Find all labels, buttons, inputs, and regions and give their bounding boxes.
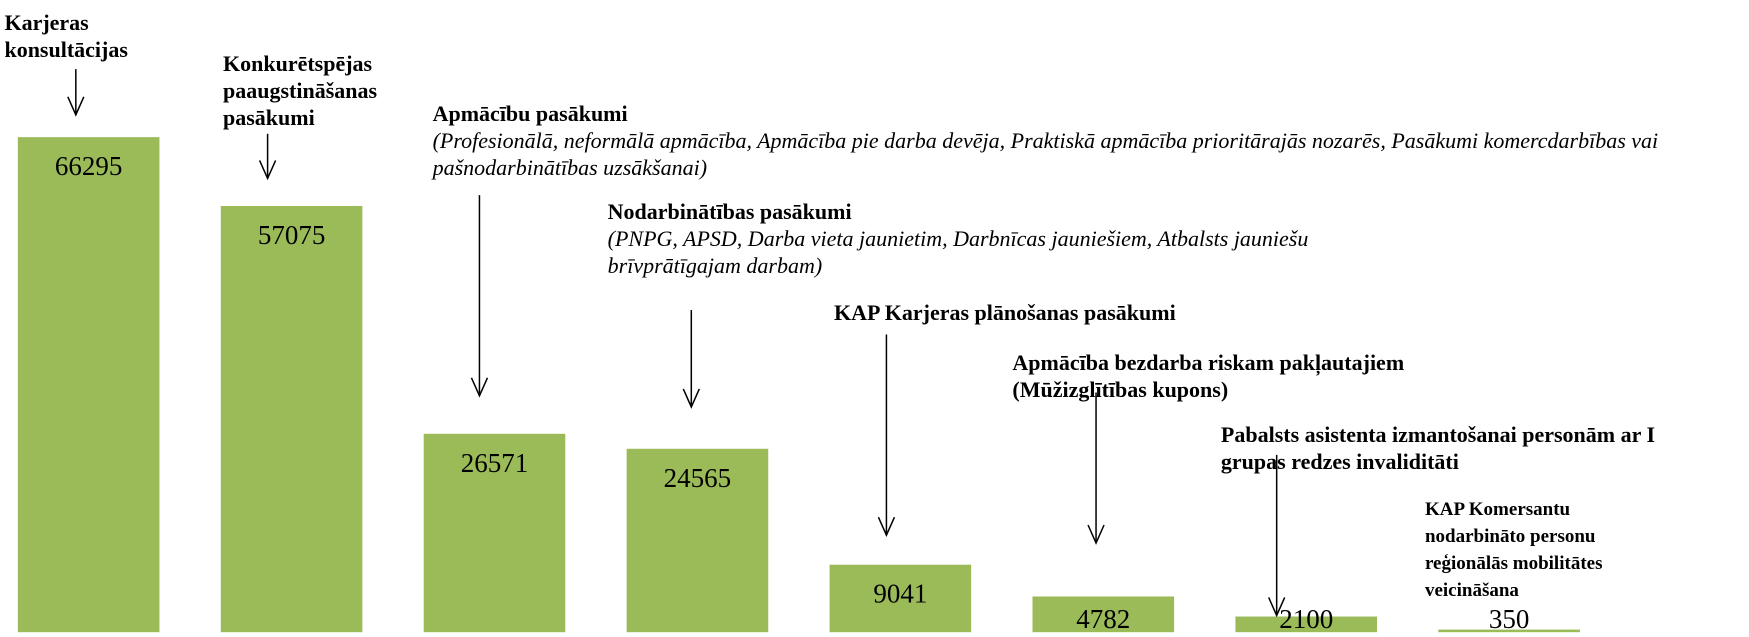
- arrow-head: [67, 96, 85, 117]
- category-title: Nodarbinātības pasākumi: [607, 199, 852, 225]
- value-label: 9041: [873, 579, 927, 609]
- category-label: Konkurētspējas paaugstināšanas pasākumi: [223, 50, 418, 131]
- category-label: Nodarbinātības pasākumi (PNPG, APSD, Darb…: [608, 198, 1389, 279]
- category-title: Apmācība bezdarba riskam pakļautajiem (M…: [1012, 349, 1405, 402]
- bar: [220, 205, 363, 633]
- category-label: Karjeras konsultācijas: [4, 9, 171, 63]
- bar: [1032, 596, 1175, 633]
- value-label: 66295: [55, 151, 123, 181]
- bar: [423, 433, 566, 633]
- value-label: 57075: [258, 220, 326, 250]
- value-label: 4782: [1076, 604, 1130, 634]
- bar: [1235, 616, 1378, 633]
- arrow-head: [470, 377, 489, 398]
- value-label: 350: [1489, 604, 1530, 634]
- category-detail: (Profesionālā, neformālā apmācība, Apmāc…: [432, 128, 1659, 181]
- category-title: KAP Karjeras plānošanas pasākumi: [834, 299, 1176, 325]
- category-label: KAP Komersantu nodarbināto personu reģio…: [1425, 496, 1665, 604]
- bar: [17, 137, 160, 633]
- value-label: 26571: [461, 448, 529, 478]
- category-label: KAP Karjeras plānošanas pasākumi: [834, 299, 1336, 326]
- category-title: Pabalsts asistenta izmantošanai personām…: [1220, 422, 1656, 475]
- category-label: Pabalsts asistenta izmantošanai personām…: [1221, 421, 1712, 475]
- category-title: Apmācību pasākumi: [432, 101, 628, 127]
- bar: [1438, 629, 1580, 633]
- value-label: 2100: [1279, 604, 1333, 634]
- category-title: Konkurētspējas paaugstināšanas pasākumi: [223, 51, 378, 131]
- bar: [626, 448, 769, 633]
- arrow-head: [877, 516, 896, 538]
- category-title: Karjeras konsultācijas: [4, 9, 128, 62]
- arrow-head: [1087, 524, 1105, 545]
- category-detail: (PNPG, APSD, Darba vieta jaunietim, Darb…: [607, 226, 1309, 279]
- category-label: Apmācību pasākumi (Profesionālā, neformāl…: [433, 100, 1749, 181]
- arrow-head: [1267, 597, 1286, 618]
- category-title: KAP Komersantu nodarbināto personu reģio…: [1424, 499, 1603, 602]
- category-label: Apmācība bezdarba riskam pakļautajiem (M…: [1012, 349, 1503, 403]
- arrow-head: [682, 388, 700, 409]
- bar: [829, 564, 972, 633]
- arrow-head: [258, 160, 277, 181]
- value-label: 24565: [664, 463, 732, 493]
